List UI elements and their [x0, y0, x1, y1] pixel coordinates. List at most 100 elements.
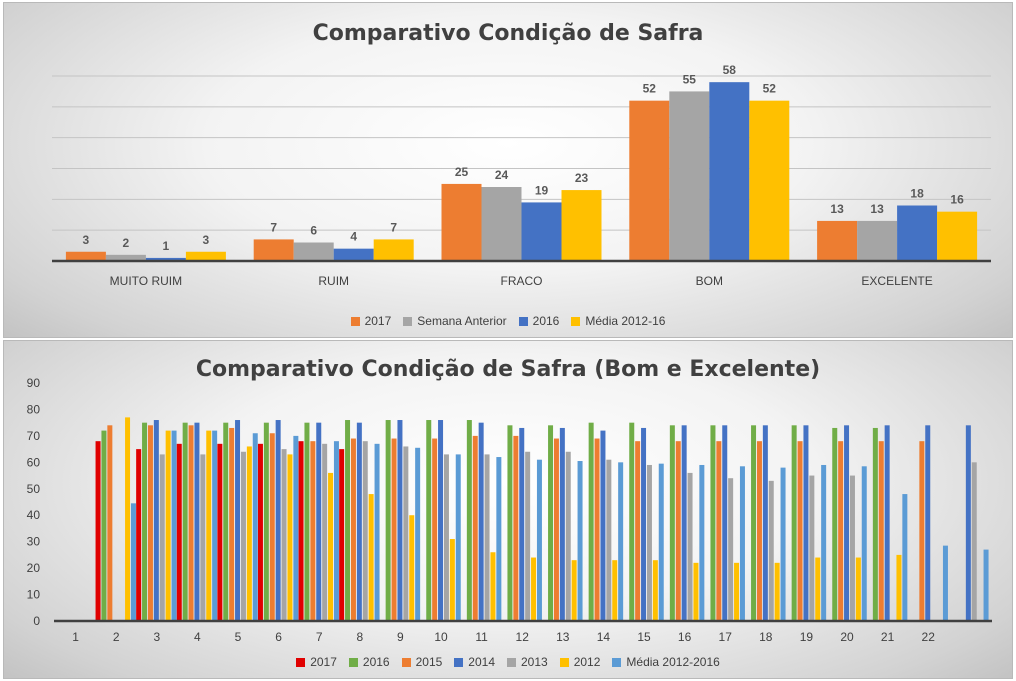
bar — [356, 422, 362, 621]
bar — [147, 425, 153, 621]
y-tick-label: 30 — [27, 535, 41, 549]
bar — [965, 425, 971, 621]
bar — [200, 454, 206, 621]
legend-swatch — [571, 317, 581, 326]
bar — [293, 435, 299, 621]
x-tick-label: 22 — [922, 630, 936, 644]
legend-label: 2016 — [362, 655, 390, 669]
data-label: 18 — [910, 187, 924, 201]
bar — [171, 430, 177, 621]
bar — [490, 552, 496, 621]
legend-item: 2017 — [296, 655, 337, 669]
bar — [878, 441, 884, 621]
x-tick-label: 9 — [397, 630, 404, 644]
bar — [815, 557, 821, 621]
bar — [983, 549, 989, 621]
data-label: 58 — [723, 63, 737, 77]
bar — [298, 441, 304, 621]
bar — [350, 438, 356, 621]
bar — [669, 91, 710, 262]
bar — [722, 425, 728, 621]
bar — [809, 475, 815, 621]
legend-swatch — [350, 317, 360, 326]
bar — [849, 475, 855, 621]
bar — [559, 427, 565, 621]
x-tick-label: 17 — [719, 630, 733, 644]
bar — [821, 464, 827, 621]
legend-label: Média 2012-2016 — [626, 655, 720, 669]
bar — [333, 248, 374, 261]
data-label: 24 — [495, 168, 509, 182]
data-label: 52 — [763, 82, 777, 96]
x-tick-label: 6 — [275, 630, 282, 644]
bar — [971, 462, 977, 621]
y-tick-label: 50 — [27, 482, 41, 496]
bar — [571, 560, 577, 621]
bar — [699, 464, 705, 621]
bar — [176, 443, 182, 621]
bar — [455, 454, 461, 621]
chart-panel-bottom: 0 10 20 30 40 50 60 70 80 90 1 2 3 4 5 6 7 8 9 10 11 12 13 14 15… — [3, 340, 1013, 679]
bar — [942, 545, 948, 621]
bar — [629, 100, 670, 262]
bar — [95, 441, 101, 621]
legend-label: 2017 — [310, 655, 337, 669]
bar — [194, 422, 200, 621]
bar — [594, 438, 600, 621]
x-tick-label: 2 — [113, 630, 120, 644]
bar — [481, 187, 522, 261]
bar — [658, 463, 664, 621]
bar — [362, 441, 368, 621]
bar — [426, 420, 432, 621]
bar — [861, 466, 867, 621]
bar — [182, 422, 188, 621]
bar — [629, 422, 635, 621]
x-tick-label: 8 — [356, 630, 363, 644]
legend-item: Média 2012-16 — [571, 314, 665, 328]
bar — [513, 435, 519, 621]
bar — [756, 441, 762, 621]
bar — [937, 211, 978, 261]
bar — [797, 441, 803, 621]
data-label: 7 — [270, 220, 277, 234]
bar — [902, 494, 908, 621]
legend-swatch — [348, 658, 358, 667]
bar — [484, 454, 490, 621]
bar — [415, 447, 421, 621]
data-label: 55 — [683, 72, 697, 86]
bar — [253, 239, 294, 261]
bar — [316, 422, 322, 621]
bar — [443, 454, 449, 621]
data-label: 1 — [163, 239, 170, 253]
bar — [734, 562, 740, 621]
bar — [223, 422, 229, 621]
y-tick-label: 60 — [27, 455, 41, 469]
bar — [897, 205, 938, 261]
legend-swatch — [507, 658, 516, 667]
bar — [855, 557, 861, 621]
data-label: 23 — [575, 171, 589, 185]
data-label: 6 — [310, 224, 317, 238]
bar — [857, 220, 898, 261]
bar — [588, 422, 594, 621]
legend-item: 2017 — [350, 314, 391, 328]
bar — [739, 466, 745, 621]
x-tick-label: FRACO — [501, 274, 543, 288]
bar — [212, 430, 218, 621]
bar — [374, 443, 380, 621]
legend-swatch — [296, 658, 306, 667]
bar — [257, 443, 263, 621]
bar — [838, 441, 844, 621]
bar — [153, 420, 159, 621]
bar — [531, 557, 537, 621]
bar — [496, 457, 502, 621]
x-tick-label: BOM — [696, 274, 723, 288]
bar — [641, 427, 647, 621]
bar — [217, 443, 223, 621]
bar — [519, 427, 525, 621]
legend-item: 2013 — [507, 655, 548, 669]
x-tick-label: 3 — [153, 630, 160, 644]
x-tick-label: 5 — [235, 630, 242, 644]
bar — [368, 494, 374, 621]
bar — [884, 425, 890, 621]
